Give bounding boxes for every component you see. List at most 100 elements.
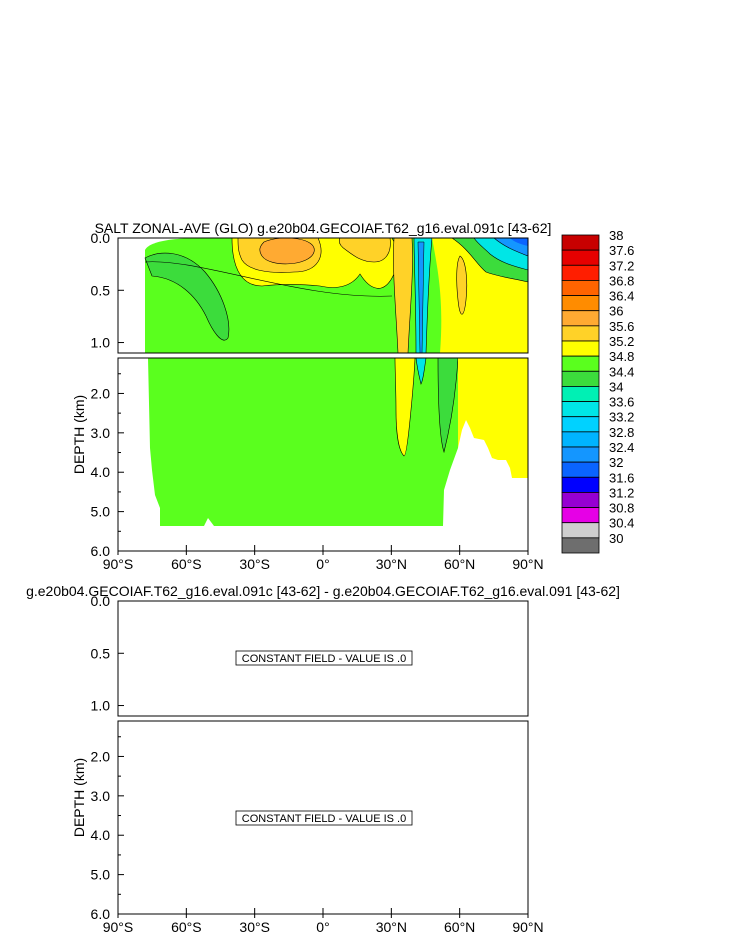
- annotation-box-upper: [235, 650, 413, 666]
- colorbar-box: [561, 476, 600, 493]
- y-tick-label-lower: 4.0: [91, 827, 111, 843]
- colorbar-box: [561, 234, 600, 251]
- y-tick-label-lower: 2.0: [91, 385, 111, 401]
- field-arctic-freshest: [510, 238, 528, 246]
- colorbar-label: 35.2: [609, 334, 634, 349]
- colorbar: 3837.637.236.836.43635.635.234.834.43433…: [561, 228, 634, 554]
- y-tick-label-upper: 0.0: [91, 593, 111, 609]
- y-tick-label-lower: 5.0: [91, 867, 111, 883]
- colorbar-box: [561, 537, 600, 554]
- plot2-upper-annotation: CONSTANT FIELD - VALUE IS .0: [235, 650, 413, 666]
- y-tick-label-upper: 0.0: [91, 230, 111, 246]
- colorbar-box: [561, 340, 600, 357]
- x-tick-label: 90°N: [512, 556, 543, 572]
- y-tick-label-lower: 6.0: [91, 906, 111, 922]
- colorbar-box: [561, 416, 600, 433]
- field-34-4-south-tongue: [144, 252, 230, 341]
- colorbar-label: 37.6: [609, 243, 634, 258]
- field-35-0-north-atlantic-deep: [458, 358, 528, 478]
- y-tick-label-upper: 1.0: [91, 698, 111, 714]
- colorbar-label: 36: [609, 304, 623, 319]
- colorbar-box: [561, 310, 600, 327]
- x-tick-label: 60°N: [444, 919, 475, 935]
- x-tick-label: 0°: [316, 919, 329, 935]
- colorbar-label: 36.4: [609, 289, 634, 304]
- y-tick-label-lower: 2.0: [91, 748, 111, 764]
- plot2-lower-annotation: CONSTANT FIELD - VALUE IS .0: [235, 810, 413, 826]
- colorbar-label: 33.2: [609, 410, 634, 425]
- colorbar-box: [561, 431, 600, 448]
- colorbar-box: [561, 522, 600, 539]
- field-35-8-south-core: [259, 238, 315, 265]
- colorbar-box: [561, 370, 600, 387]
- annotation-box-lower: [235, 810, 413, 826]
- y-tick-label-lower: 6.0: [91, 543, 111, 559]
- plot1-axes: 90°S 60°S 30°S 0° 30°N 60°N 90°N 0.0 0.5 1.0 2.0 3.…: [71, 230, 544, 572]
- field-35-2-med-upper: [393, 238, 413, 353]
- field-35-2-tongue-60n: [456, 255, 468, 315]
- field-35-0-med-tongue: [394, 358, 416, 457]
- field-fresh-channel-lower: [415, 358, 427, 385]
- colorbar-label: 34.8: [609, 349, 634, 364]
- y-axis-label: DEPTH (km): [71, 758, 87, 837]
- colorbar-label: 35.6: [609, 319, 634, 334]
- colorbar-box: [561, 401, 600, 418]
- plot1-upper-frame: [117, 237, 529, 354]
- annotation-text-lower: CONSTANT FIELD - VALUE IS .0: [242, 813, 406, 825]
- field-35-4-north-core: [338, 238, 391, 263]
- field-fresh-channel-core: [417, 241, 425, 353]
- colorbar-label: 31.2: [609, 485, 634, 500]
- field-34-6-column-60n: [437, 358, 459, 454]
- y-tick-label-lower: 3.0: [91, 425, 111, 441]
- contour-line-upper: [144, 261, 393, 297]
- x-tick-label: 90°N: [512, 919, 543, 935]
- y-tick-label-lower: 4.0: [91, 464, 111, 480]
- y-tick-label-upper: 0.5: [91, 645, 111, 661]
- x-tick-label: 60°S: [171, 556, 202, 572]
- x-tick-label: 60°S: [171, 919, 202, 935]
- colorbar-label: 36.8: [609, 273, 634, 288]
- y-tick-label-lower: 3.0: [91, 788, 111, 804]
- colorbar-box: [561, 280, 600, 296]
- plot2-axes: 90°S 60°S 30°S 0° 30°N 60°N 90°N 0.0 0.5 1.0 2.0 3.…: [71, 593, 544, 935]
- y-tick-label-upper: 0.5: [91, 282, 111, 298]
- colorbar-label: 38: [609, 228, 623, 243]
- colorbar-box: [561, 446, 600, 463]
- colorbar-box: [561, 249, 600, 266]
- colorbar-label: 32: [609, 455, 623, 470]
- x-tick-label: 90°S: [103, 556, 134, 572]
- colorbar-label: 30.8: [609, 501, 634, 516]
- colorbar-label: 34: [609, 379, 623, 394]
- colorbar-label: 32.4: [609, 440, 634, 455]
- annotation-text-upper: CONSTANT FIELD - VALUE IS .0: [242, 653, 406, 665]
- y-tick-label-lower: 5.0: [91, 504, 111, 520]
- colorbar-box: [561, 461, 600, 478]
- colorbar-box: [561, 355, 600, 372]
- colorbar-box: [561, 492, 600, 508]
- colorbar-label: 37.2: [609, 258, 634, 273]
- colorbar-label: 34.4: [609, 364, 634, 379]
- plot2-title: g.e20b04.GECOIAF.T62_g16.eval.091c [43-6…: [26, 583, 620, 599]
- colorbar-box: [561, 507, 600, 524]
- x-tick-label: 0°: [316, 556, 329, 572]
- x-tick-label: 90°S: [103, 919, 134, 935]
- colorbar-label: 30: [609, 531, 623, 546]
- colorbar-box: [561, 325, 600, 342]
- colorbar-box: [561, 264, 600, 281]
- x-tick-label: 30°N: [376, 556, 407, 572]
- x-tick-label: 30°N: [376, 919, 407, 935]
- y-axis-label: DEPTH (km): [71, 395, 87, 474]
- colorbar-label: 32.8: [609, 425, 634, 440]
- colorbar-label: 31.6: [609, 470, 634, 485]
- x-tick-label: 60°N: [444, 556, 475, 572]
- plot1-lower-field: [148, 358, 528, 526]
- colorbar-label: 33.6: [609, 395, 634, 410]
- plot1-title: SALT ZONAL-AVE (GLO) g.e20b04.GECOIAF.T6…: [95, 220, 552, 236]
- y-tick-label-upper: 1.0: [91, 335, 111, 351]
- colorbar-label: 30.4: [609, 516, 634, 531]
- colorbar-box: [561, 386, 600, 402]
- x-tick-label: 30°S: [239, 556, 270, 572]
- colorbar-box: [561, 295, 600, 312]
- plot1-upper-field: [144, 238, 528, 353]
